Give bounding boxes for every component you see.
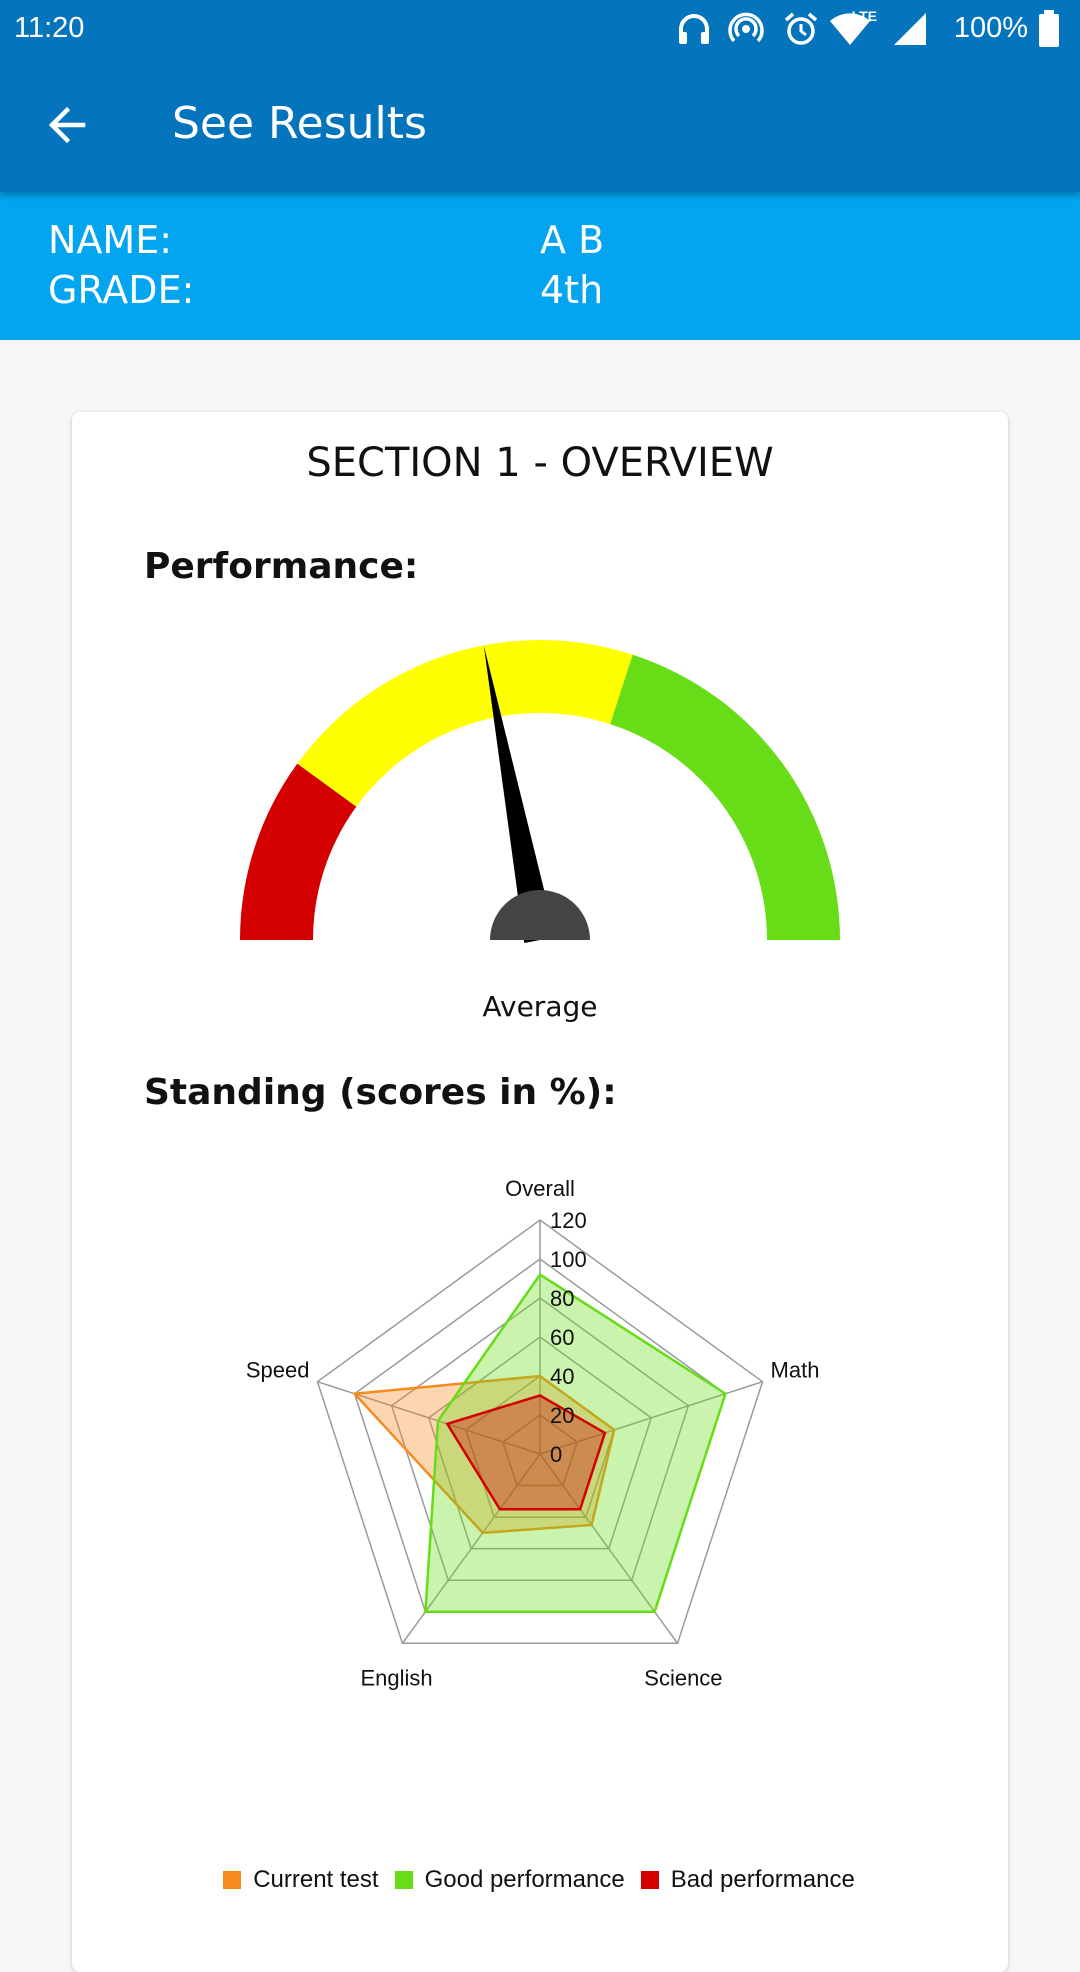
grade-value: 4th: [540, 268, 604, 312]
gauge-needle: [483, 645, 556, 943]
performance-gauge: [240, 640, 840, 943]
page-title: See Results: [172, 98, 427, 149]
legend-label: Bad performance: [670, 1866, 855, 1893]
radar-series-good-performance: [424, 1272, 727, 1614]
legend-label: Current test: [253, 1866, 379, 1893]
radar-axis-label: Science: [644, 1665, 722, 1690]
network-type: LTE: [851, 8, 877, 24]
status-bar: 11:20 LTE 100%: [0, 0, 1080, 58]
legend-swatch: [394, 1871, 413, 1889]
radar-tick-label: 100: [550, 1247, 587, 1272]
radar-grid-ring: [427, 1336, 653, 1550]
gauge-hub: [490, 890, 590, 940]
name-value: A B: [540, 218, 605, 262]
legend-item: Good performance: [394, 1866, 625, 1894]
student-info: NAME: A B GRADE: 4th: [0, 192, 1080, 340]
gauge-label: Average: [482, 990, 598, 1023]
gauge-band-1: [297, 640, 633, 807]
radar-tick-label: 40: [550, 1364, 574, 1389]
performance-heading: Performance:: [144, 546, 419, 587]
radar-tick-label: 80: [550, 1286, 574, 1311]
standing-radar-chart: 0 20 40 60 80 100 120 Overall Math Science English…: [246, 1176, 820, 1690]
name-label: NAME:: [48, 218, 173, 262]
grade-label: GRADE:: [48, 268, 195, 312]
legend-item: Current test: [223, 1866, 379, 1894]
radar-grid-ring: [502, 1414, 578, 1487]
radar-axis-label: Math: [771, 1358, 820, 1383]
legend-swatch: [640, 1871, 659, 1889]
radar-tick-label: 120: [550, 1208, 587, 1233]
standing-heading: Standing (scores in %):: [144, 1072, 617, 1113]
radar-axis-label: English: [361, 1665, 433, 1690]
section-title: SECTION 1 - OVERVIEW: [306, 440, 774, 486]
radar-axis-label: Overall: [505, 1176, 575, 1201]
radar-series-bad-performance: [445, 1394, 607, 1511]
gauge-band-0: [240, 763, 357, 940]
battery-icon: [1039, 10, 1059, 47]
alarm-icon: [784, 12, 818, 45]
status-time: 11:20: [14, 12, 85, 44]
radar-grid-ring: [316, 1219, 764, 1645]
signal-icon: [894, 13, 926, 45]
app-bar: See Results: [0, 58, 1080, 192]
radar-series-current-test: [351, 1374, 616, 1535]
legend-swatch: [223, 1871, 242, 1889]
radar-tick-label: 20: [550, 1403, 574, 1428]
gauge-band-2: [610, 654, 840, 940]
overview-card: SECTION 1 - OVERVIEW Performance: Averag…: [72, 412, 1008, 1972]
radar-tick-label: 60: [550, 1325, 574, 1350]
battery-level: 100%: [953, 12, 1028, 44]
legend-item: Bad performance: [640, 1866, 855, 1894]
legend-label: Good performance: [424, 1866, 625, 1893]
wifi-icon: [830, 13, 870, 45]
back-button[interactable]: [36, 94, 98, 156]
radar-tick-label: 0: [550, 1442, 562, 1467]
arrow-left-icon: [48, 106, 86, 144]
chart-legend: Current test Good performance Bad performa…: [72, 1860, 1008, 1900]
radar-axis-label: Speed: [246, 1358, 310, 1383]
hotspot-icon: [728, 12, 764, 43]
headphones-icon: [679, 14, 709, 44]
